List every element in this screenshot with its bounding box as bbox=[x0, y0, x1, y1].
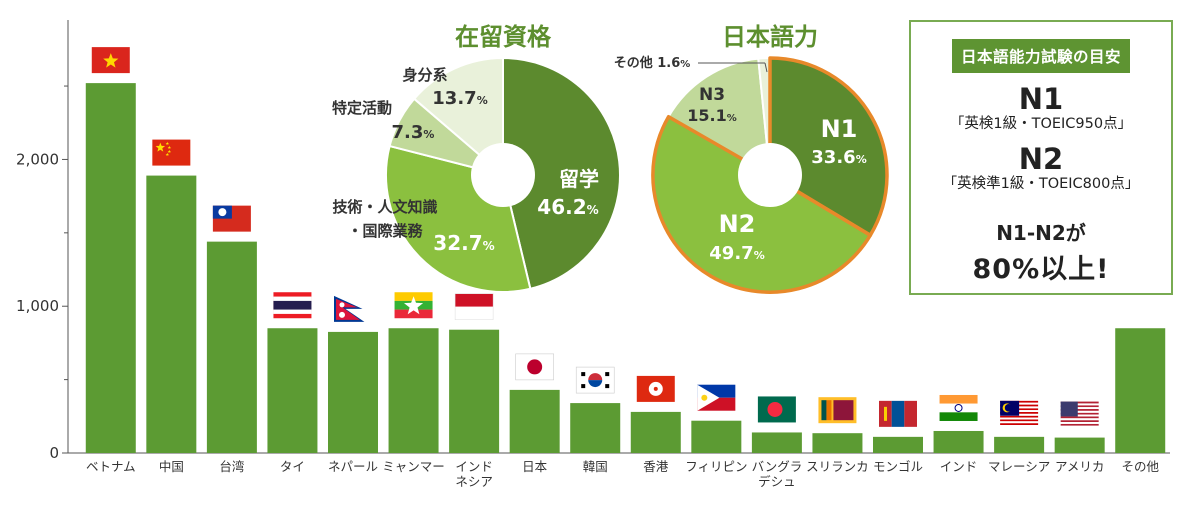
x-tick-label: 韓国 bbox=[583, 459, 608, 474]
x-tick-label: マレーシア bbox=[988, 459, 1050, 474]
x-tick-label: その他 bbox=[1121, 459, 1159, 474]
flag-malaysia-icon bbox=[1000, 400, 1039, 427]
flag-japan-icon bbox=[515, 353, 554, 381]
x-tick-label: スリランカ bbox=[806, 459, 869, 474]
flag-srilanka-icon bbox=[818, 397, 857, 424]
pie-slice-highlight bbox=[651, 114, 873, 294]
flag-vietnam-icon bbox=[91, 47, 130, 74]
x-tick-label: 台湾 bbox=[219, 459, 244, 474]
pie-title: 日本語力 bbox=[722, 23, 818, 51]
bar bbox=[388, 328, 439, 453]
slice-label-percent: 15.1% bbox=[687, 106, 737, 125]
y-tick-label: 1,000 bbox=[16, 297, 59, 315]
flag-china-icon bbox=[152, 139, 191, 166]
slice-label-name: N2 bbox=[719, 210, 756, 238]
x-tick-label: 中国 bbox=[159, 459, 184, 474]
flag-mongolia-icon bbox=[879, 400, 917, 427]
slice-label-name: 身分系 bbox=[402, 66, 447, 84]
slice-label-percent: 32.7% bbox=[433, 231, 494, 255]
slice-label-percent: 13.7% bbox=[432, 88, 487, 109]
y-tick-label: 2,000 bbox=[16, 150, 59, 168]
slice-label-percent: 33.6% bbox=[811, 147, 866, 168]
x-tick-label: フィリピン bbox=[685, 459, 747, 474]
slice-label-percent: 7.3% bbox=[392, 122, 435, 143]
pie-slice-highlight bbox=[768, 56, 889, 237]
bar bbox=[206, 241, 257, 453]
flag-hongkong-icon bbox=[636, 375, 675, 402]
bar bbox=[449, 329, 500, 453]
flag-nepal-icon bbox=[334, 295, 365, 322]
slice-label-other: その他 1.6% bbox=[614, 55, 691, 71]
x-tick-label: デシュ bbox=[758, 474, 796, 489]
bar bbox=[812, 433, 863, 453]
flag-taiwan-icon bbox=[212, 205, 251, 232]
pie-slice bbox=[502, 56, 621, 290]
flag-indonesia-icon bbox=[454, 293, 494, 320]
slice-label-percent: 49.7% bbox=[709, 243, 764, 264]
leader-line bbox=[764, 62, 768, 73]
flag-india-icon bbox=[939, 394, 978, 421]
flag-bangladesh-icon bbox=[757, 396, 796, 423]
x-tick-label: インド bbox=[455, 459, 493, 474]
slice-label-percent: 46.2% bbox=[537, 195, 598, 219]
jlpt-summary-line2: 80%以上! bbox=[972, 254, 1110, 285]
jlpt-summary-line1: N1-N2が bbox=[996, 221, 1086, 245]
x-tick-label: ネパール bbox=[328, 459, 378, 474]
bar bbox=[994, 436, 1045, 453]
x-tick-label: モンゴル bbox=[873, 459, 923, 474]
bar bbox=[1115, 328, 1166, 453]
x-tick-label: バングラ bbox=[752, 459, 803, 474]
bar bbox=[267, 328, 318, 453]
jlpt-guide-header: 日本語能力試験の目安 bbox=[951, 39, 1130, 73]
pie-title: 在留資格 bbox=[455, 23, 552, 51]
jlpt-level-n2: N2 bbox=[1018, 142, 1064, 176]
bar bbox=[509, 389, 560, 453]
bar bbox=[933, 430, 984, 453]
slice-label-name: 技術・人文知識 bbox=[332, 198, 437, 216]
bar bbox=[85, 83, 136, 453]
slice-label-name: 特定活動 bbox=[332, 99, 392, 117]
flag-myanmar-icon bbox=[394, 292, 433, 319]
bar bbox=[570, 403, 621, 453]
x-tick-label: アメリカ bbox=[1055, 459, 1104, 474]
bar bbox=[146, 175, 197, 454]
x-tick-label: ベトナム bbox=[86, 459, 136, 474]
bar bbox=[751, 432, 802, 453]
flag-usa-icon bbox=[1060, 401, 1099, 428]
slice-label-name: 留学 bbox=[559, 167, 599, 191]
x-tick-label: ミャンマー bbox=[382, 459, 445, 474]
y-tick-label: 0 bbox=[49, 444, 59, 462]
pie-slice bbox=[667, 57, 772, 177]
jlpt-level-n1: N1 bbox=[1018, 82, 1064, 116]
x-tick-label: 香港 bbox=[643, 459, 669, 474]
x-tick-label: 日本 bbox=[522, 459, 548, 474]
bar bbox=[873, 436, 923, 453]
x-tick-label: タイ bbox=[280, 459, 305, 474]
bar bbox=[1054, 437, 1105, 453]
flag-korea-icon bbox=[575, 366, 615, 394]
slice-label-name: ・国際業務 bbox=[347, 222, 423, 240]
jlpt-level-n1-note: 「英検1級・TOEIC950点」 bbox=[949, 116, 1133, 132]
bar bbox=[691, 420, 742, 453]
flag-philippines-icon bbox=[697, 384, 736, 411]
x-tick-label: ネシア bbox=[455, 474, 493, 489]
slice-label-name: N3 bbox=[699, 85, 725, 105]
jlpt-level-n2-note: 「英検準1級・TOEIC800点」 bbox=[942, 176, 1140, 192]
bar bbox=[328, 331, 378, 453]
pie-center-hole bbox=[738, 143, 802, 207]
bar bbox=[630, 411, 681, 453]
slice-label-name: N1 bbox=[821, 115, 858, 143]
flag-thailand-icon bbox=[273, 292, 312, 319]
pie-center-hole bbox=[471, 143, 535, 207]
pie-slice bbox=[412, 56, 504, 178]
jlpt-guide-box: 日本語能力試験の目安 N1 「英検1級・TOEIC950点」 N2 「英検準1級… bbox=[909, 20, 1173, 295]
x-tick-label: インド bbox=[940, 459, 978, 474]
